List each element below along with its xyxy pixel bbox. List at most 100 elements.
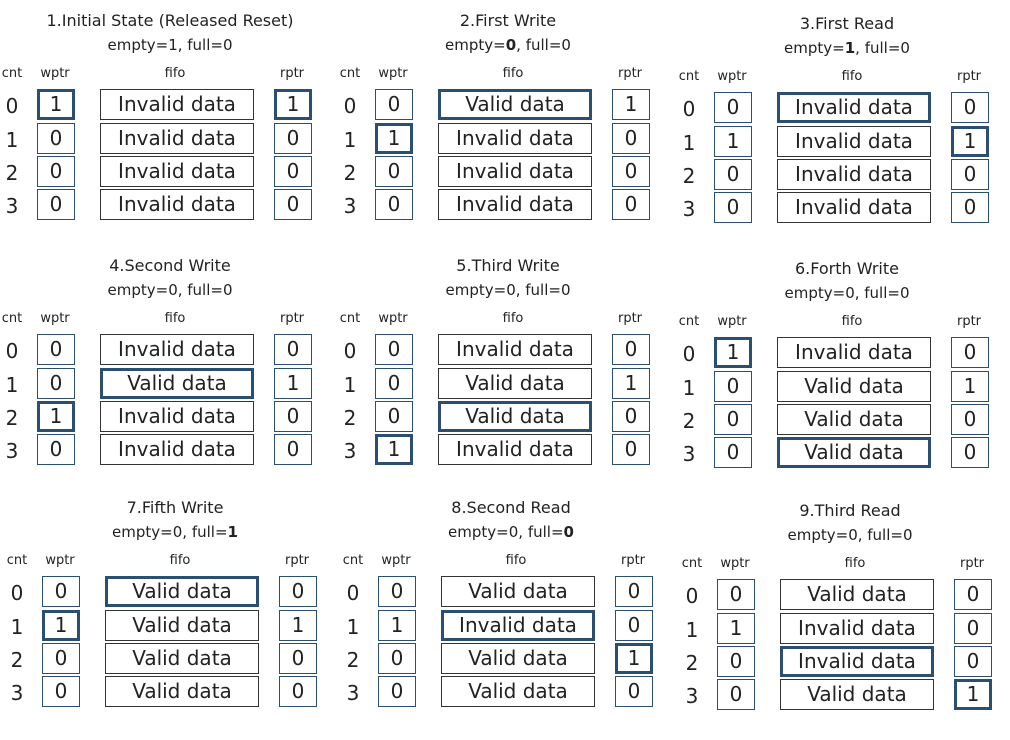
fifo-cell: Invalid data	[438, 156, 592, 187]
full-label: , full=	[518, 523, 564, 541]
fifo-cell: Valid data	[105, 676, 259, 707]
column-header-wptr: wptr	[720, 556, 750, 571]
wptr-cell: 1	[717, 613, 755, 644]
rptr-cell: 0	[274, 334, 312, 365]
fifo-row-1: 1 1 Invalid data 1	[677, 126, 1007, 160]
column-header-wptr: wptr	[717, 69, 747, 84]
cnt-label: 3	[343, 439, 357, 463]
fifo-cell: Valid data	[438, 401, 592, 432]
cnt-label: 0	[685, 584, 699, 608]
wptr-cell: 0	[714, 159, 752, 190]
empty-label: empty=	[445, 36, 506, 54]
fifo-row-0: 0 1 Invalid data 0	[677, 337, 1007, 371]
cnt-label: 2	[5, 161, 19, 185]
cnt-label: 2	[682, 164, 696, 188]
fifo-cell: Valid data	[780, 679, 934, 710]
wptr-cell: 0	[37, 434, 75, 465]
rptr-cell: 0	[279, 576, 317, 607]
fifo-cell: Invalid data	[777, 192, 931, 223]
column-header-rptr: rptr	[956, 314, 982, 329]
fifo-row-1: 1 0 Valid data 1	[677, 371, 1007, 405]
fifo-cell: Valid data	[441, 643, 595, 674]
full-flag-value: 0	[902, 526, 913, 544]
column-header-cnt: cnt	[339, 66, 361, 81]
wptr-cell: 0	[717, 679, 755, 710]
wptr-cell: 0	[375, 189, 413, 220]
full-flag-value: 0	[560, 281, 571, 299]
rptr-cell: 1	[274, 368, 312, 399]
rptr-cell: 0	[274, 123, 312, 154]
full-label: , full=	[177, 36, 223, 54]
empty-flag-value: 0	[505, 36, 517, 54]
cnt-label: 0	[346, 581, 360, 605]
fifo-cell: Valid data	[777, 404, 931, 435]
fifo-row-1: 1 0 Valid data 1	[0, 368, 330, 402]
column-header-wptr: wptr	[717, 314, 747, 329]
rptr-cell: 0	[951, 192, 989, 223]
rptr-cell: 0	[612, 189, 650, 220]
column-header-fifo: fifo	[505, 553, 527, 568]
panel-title: 6.Forth Write	[794, 259, 899, 278]
cnt-label: 0	[343, 339, 357, 363]
fifo-panel-7: 7.Fifth Write empty=0, full=1 cnt wptr fifo r…	[5, 497, 335, 737]
fifo-cell: Invalid data	[438, 334, 592, 365]
panel-title: 5.Third Write	[456, 256, 560, 275]
full-flag-value: 0	[222, 281, 233, 299]
fifo-cell: Invalid data	[780, 613, 934, 644]
full-label: , full=	[177, 281, 223, 299]
cnt-label: 1	[682, 131, 696, 155]
cnt-label: 3	[5, 439, 19, 463]
cnt-label: 3	[5, 194, 19, 218]
rptr-cell: 1	[615, 643, 653, 674]
status-flags: empty=0, full=0	[358, 279, 658, 301]
column-header-fifo: fifo	[502, 311, 524, 326]
fifo-cell: Invalid data	[777, 126, 931, 157]
panel-title: 1.Initial State (Released Reset)	[46, 11, 294, 30]
fifo-row-2: 2 0 Invalid data 0	[677, 159, 1007, 193]
column-header-wptr: wptr	[40, 311, 70, 326]
column-header-rptr: rptr	[956, 69, 982, 84]
status-flags: empty=0, full=0	[697, 282, 997, 304]
full-flag-value: 0	[899, 284, 910, 302]
fifo-row-0: 0 0 Valid data 1	[338, 89, 668, 123]
rptr-cell: 0	[274, 434, 312, 465]
wptr-cell: 0	[42, 643, 80, 674]
cnt-label: 3	[346, 681, 360, 705]
rptr-cell: 1	[274, 89, 312, 120]
wptr-cell: 1	[37, 89, 75, 120]
fifo-cell: Invalid data	[100, 89, 254, 120]
rptr-cell: 0	[274, 156, 312, 187]
fifo-row-2: 2 0 Valid data 1	[341, 643, 671, 677]
empty-flag-value: 0	[168, 281, 178, 299]
wptr-cell: 0	[37, 123, 75, 154]
cnt-label: 0	[5, 339, 19, 363]
rptr-cell: 0	[954, 646, 992, 677]
fifo-row-1: 1 1 Invalid data 0	[338, 123, 668, 157]
wptr-cell: 0	[717, 579, 755, 610]
fifo-row-3: 3 0 Invalid data 0	[0, 434, 330, 468]
column-header-rptr: rptr	[617, 311, 643, 326]
empty-label: empty=	[107, 36, 169, 54]
wptr-cell: 1	[714, 337, 752, 368]
wptr-cell: 0	[375, 334, 413, 365]
fifo-row-2: 2 0 Valid data 0	[677, 404, 1007, 438]
rptr-cell: 0	[954, 613, 992, 644]
fifo-cell: Invalid data	[438, 434, 592, 465]
fifo-row-0: 0 0 Invalid data 0	[677, 92, 1007, 126]
rptr-cell: 0	[951, 92, 989, 123]
cnt-label: 0	[682, 97, 696, 121]
rptr-cell: 1	[612, 368, 650, 399]
wptr-cell: 1	[378, 610, 416, 641]
rptr-cell: 0	[615, 610, 653, 641]
empty-flag-value: 0	[508, 523, 519, 541]
wptr-cell: 0	[378, 643, 416, 674]
wptr-cell: 0	[37, 189, 75, 220]
rptr-cell: 1	[951, 371, 989, 402]
panel-title: 8.Second Read	[451, 498, 571, 517]
wptr-cell: 0	[714, 92, 752, 123]
rptr-cell: 0	[951, 337, 989, 368]
cnt-label: 0	[5, 94, 19, 118]
column-header-cnt: cnt	[681, 556, 703, 571]
cnt-label: 1	[10, 615, 24, 639]
fifo-row-1: 1 0 Valid data 1	[338, 368, 668, 402]
